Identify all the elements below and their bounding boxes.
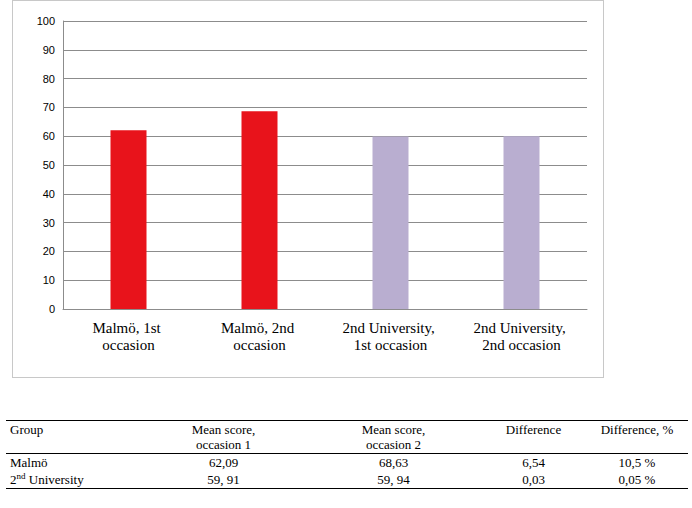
svg-text:90: 90 bbox=[43, 44, 55, 56]
html-text:Group: Group bbox=[10, 422, 44, 437]
svg-text:30: 30 bbox=[43, 217, 55, 229]
svg-text:2nd occasion: 2nd occasion bbox=[482, 337, 561, 353]
html-text:Difference: Difference bbox=[505, 422, 562, 437]
html-text:6,54: 6,54 bbox=[522, 455, 545, 470]
html-text:59, 91: 59, 91 bbox=[207, 472, 240, 487]
svg-text:occasion: occasion bbox=[102, 337, 155, 353]
svg-text:10: 10 bbox=[43, 274, 55, 286]
svg-text:50: 50 bbox=[43, 159, 55, 171]
html-text:2ndUniversity: 2ndUniversity bbox=[10, 470, 84, 487]
html-text:62,09: 62,09 bbox=[208, 455, 239, 470]
svg-text:1st occasion: 1st occasion bbox=[354, 337, 428, 353]
html-text:68,63: 68,63 bbox=[378, 455, 409, 470]
svg-text:60: 60 bbox=[43, 130, 55, 142]
svg-text:80: 80 bbox=[43, 73, 55, 85]
svg-text:Malmö, 1st: Malmö, 1st bbox=[92, 320, 164, 336]
svg-text:40: 40 bbox=[43, 188, 55, 200]
html-text:10,5 %: 10,5 % bbox=[618, 455, 656, 470]
html-text:Malmö: Malmö bbox=[10, 455, 48, 470]
svg-text:0: 0 bbox=[49, 303, 55, 315]
svg-text:occasion: occasion bbox=[233, 337, 286, 353]
html-text:0,05 %: 0,05 % bbox=[618, 472, 656, 487]
html-text:Mean score, occasion 1: Mean score, occasion 1 bbox=[191, 422, 256, 452]
html-text:0,03: 0,03 bbox=[522, 472, 545, 487]
html-text:59, 94: 59, 94 bbox=[377, 472, 410, 487]
svg-text:100: 100 bbox=[37, 15, 55, 27]
svg-text:2nd University,: 2nd University, bbox=[473, 320, 569, 336]
svg-text:2nd University,: 2nd University, bbox=[342, 320, 438, 336]
svg-text:20: 20 bbox=[43, 245, 55, 257]
html-text:Mean score, occasion 2: Mean score, occasion 2 bbox=[361, 422, 426, 452]
svg-text:70: 70 bbox=[43, 101, 55, 113]
html-text:Difference, %: Difference, % bbox=[600, 422, 674, 437]
svg-text:Malmö, 2nd: Malmö, 2nd bbox=[221, 320, 298, 336]
